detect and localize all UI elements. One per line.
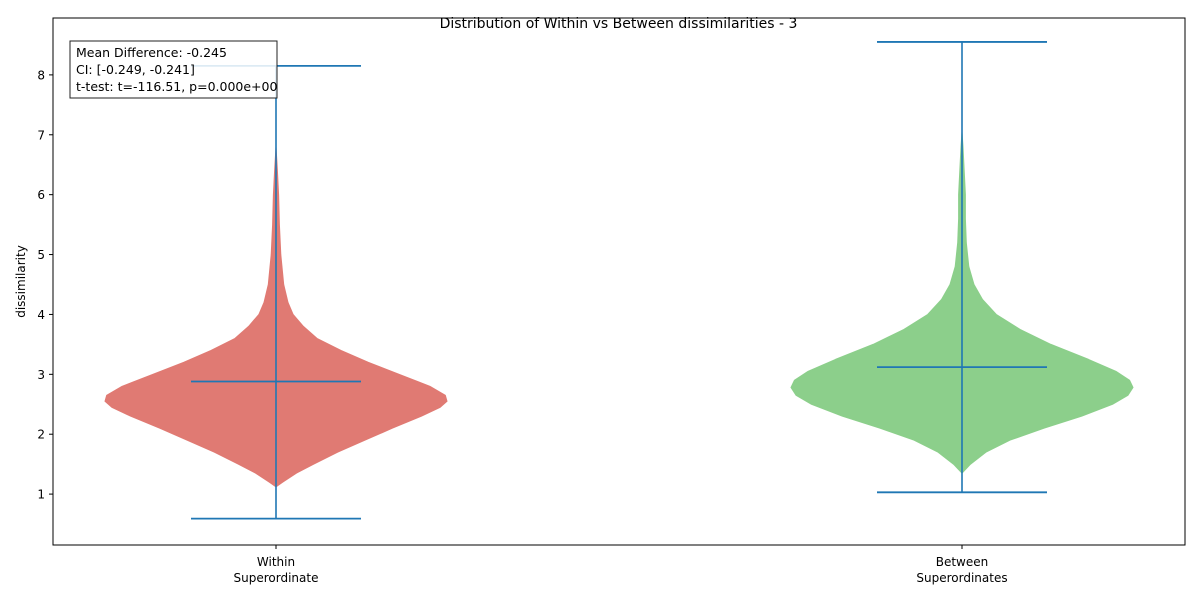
y-tick-label-8: 8 [37,68,45,82]
y-tick-label-2: 2 [37,428,45,442]
x-tick-label-line2-2: Superordinates [916,571,1007,585]
annotation-ci: CI: [-0.249, -0.241] [76,62,195,77]
annotation-t-test: t-test: t=-116.51, p=0.000e+00 [76,79,277,94]
plot-frame [52,17,1186,546]
x-tick-label-line1-2: Between [936,555,989,569]
stat-lines-layer [191,41,1047,520]
chart-title: Distribution of Within vs Between dissim… [440,16,798,32]
annotation-mean-difference: Mean Difference: -0.245 [76,45,227,60]
y-tick-label-4: 4 [37,308,45,322]
violins-layer [104,131,1134,488]
y-axis-label: dissimilarity [14,245,28,318]
y-tick-label-6: 6 [37,188,45,202]
x-tick-label-line1-1: Within [257,555,295,569]
x-axis: Within Superordinate Between Superordinates [234,545,1008,585]
y-tick-label-5: 5 [37,248,45,262]
y-tick-label-1: 1 [37,488,45,502]
y-tick-label-3: 3 [37,368,45,382]
stats-annotation-box: Mean Difference: -0.245 CI: [-0.249, -0.… [69,40,278,99]
y-tick-label-7: 7 [37,128,45,142]
y-axis: 1 2 3 4 5 6 7 8 [37,68,53,502]
stats-annotation-frame [69,40,278,99]
x-tick-label-line2-1: Superordinate [234,571,319,585]
